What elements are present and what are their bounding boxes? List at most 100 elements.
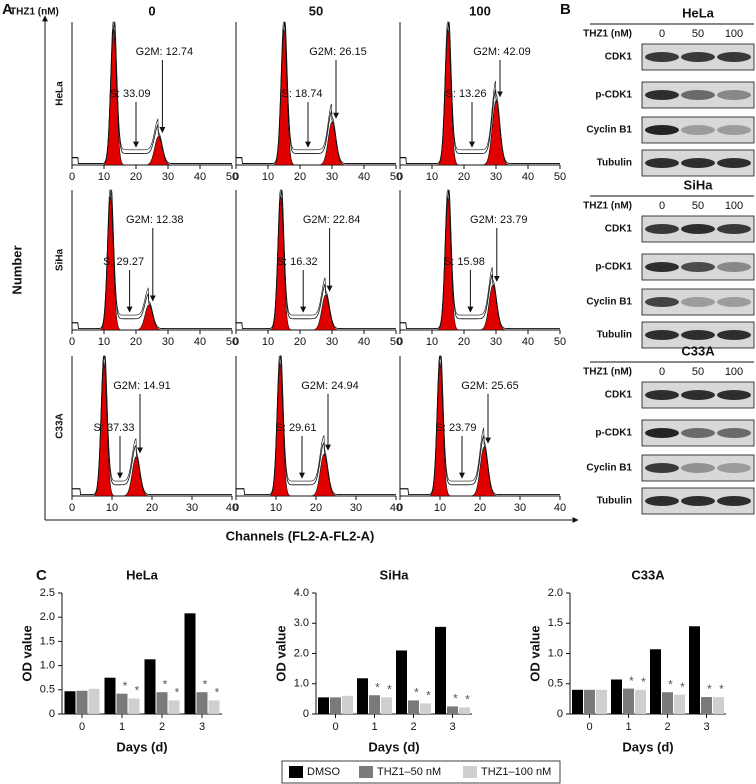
significance-marker: * [668,677,673,691]
bar [76,690,88,714]
bar [369,695,380,714]
bar [64,691,76,714]
blot-band [645,52,679,62]
x-tick-label: 40 [554,502,566,514]
x-tick-label: 30 [350,502,362,514]
blot-cell-line: C33A [681,343,715,358]
blot-band [645,224,679,234]
x-tick-label: 30 [514,502,526,514]
legend-label: DMSO [307,766,340,778]
x-tick-label: 40 [522,171,534,183]
blot-band [645,428,679,438]
significance-marker: * [707,682,712,696]
g2-peak [144,136,172,166]
panel-label: B [560,1,571,18]
bar [342,695,353,714]
dose-label: 100 [725,366,743,378]
dose-label: 0 [659,200,665,212]
y-tick-label: 2.0 [548,587,563,599]
chart-title: SiHa [380,567,410,582]
y-tick-label: 0.5 [40,684,55,696]
x-tick-label: 40 [390,502,402,514]
g2-peak [312,294,339,331]
significance-marker: * [453,692,458,706]
g2m-annotation: G2M: 26.15 [309,46,366,58]
bar [128,698,140,714]
significance-marker: * [414,686,419,700]
legend-label: THZ1–100 nM [481,766,551,778]
blot-band [717,496,751,506]
x-tick-label: 0 [79,721,85,733]
blot-band [717,297,751,307]
bar [184,613,196,714]
bar [318,697,329,714]
treatment-label: THZ1 (nM) [583,367,632,378]
blot-band [717,52,751,62]
significance-marker: * [123,679,128,693]
protein-label: Cyclin B1 [586,297,632,308]
y-axis-label: OD value [273,625,288,681]
legend-swatch [463,766,477,778]
g2m-annotation: G2M: 12.38 [126,214,183,226]
g2-peak [318,121,346,166]
x-tick-label: 10 [434,502,446,514]
bar [196,692,208,714]
x-tick-label: 10 [426,336,438,348]
g2m-annotation: G2M: 24.94 [301,380,358,392]
x-tick-label: 30 [186,502,198,514]
s-annotation: S: 16.32 [277,256,318,268]
bar [572,689,583,714]
blot-band [645,390,679,400]
x-tick-label: 0 [69,502,75,514]
x-tick-label: 20 [458,336,470,348]
g2-peak [479,284,506,331]
chart-title: HeLa [126,567,159,582]
blot-band [717,330,751,340]
blot-band [717,262,751,272]
x-tick-label: 0 [233,171,239,183]
x-tick-label: 20 [294,336,306,348]
x-tick-label: 20 [294,171,306,183]
bar [611,679,622,714]
protein-label: p-CDK1 [595,428,632,439]
x-tick-label: 40 [358,171,370,183]
blot-band [681,463,715,473]
bar [357,678,368,714]
bar [689,626,700,714]
dose-label: 50 [692,28,704,40]
blot-band [645,330,679,340]
y-tick-label: 1.0 [294,678,309,690]
bar [635,689,646,714]
x-tick-label: 0 [233,502,239,514]
x-tick-label: 0 [397,336,403,348]
protein-label: CDK1 [605,52,633,63]
dose-label: 50 [692,200,704,212]
bar [459,707,470,714]
significance-marker: * [203,677,208,691]
bar [408,700,419,714]
x-tick-label: 40 [226,502,238,514]
bar [596,689,607,714]
g2m-annotation: G2M: 14.91 [113,380,170,392]
protein-label: Tubulin [597,158,632,169]
blot-band [681,224,715,234]
significance-marker: * [135,684,140,698]
bar [713,697,724,714]
blot-band [645,463,679,473]
blot-band [681,262,715,272]
histogram-outline [72,21,232,164]
x-tick-label: 30 [490,336,502,348]
x-axis-label: Days (d) [622,739,673,754]
x-tick-label: 20 [146,502,158,514]
blot-band [645,158,679,168]
significance-marker: * [387,683,392,697]
bar [104,677,116,714]
histogram-outline [236,21,396,164]
blot-band [717,224,751,234]
treatment-label: THZ1 (nM) [583,29,632,40]
row-label: HeLa [55,81,66,106]
blot-band [645,262,679,272]
blot-band [681,496,715,506]
x-tick-label: 30 [162,336,174,348]
x-tick-label: 30 [326,171,338,183]
